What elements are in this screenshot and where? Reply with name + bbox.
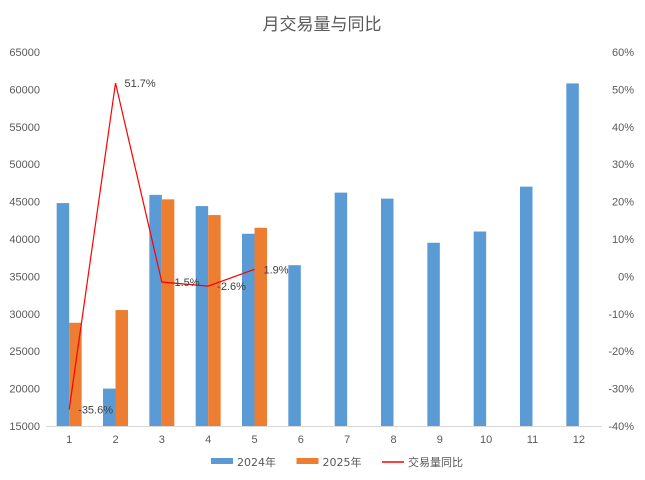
x-axis-tick-label: 4 xyxy=(205,434,211,446)
right-axis-tick-label: 60% xyxy=(612,47,634,59)
right-axis-tick-label: 0% xyxy=(618,271,634,283)
x-axis-tick-label: 11 xyxy=(527,434,538,446)
yoy-data-labels: -35.6% 51.7% -1.5% -2.6% 1.9% xyxy=(78,78,289,417)
left-axis-tick-label: 20000 xyxy=(9,384,40,396)
bar-2024年-12 xyxy=(566,83,579,426)
x-axis-tick-label: 2 xyxy=(112,434,118,446)
left-axis-tick-label: 25000 xyxy=(9,346,40,358)
bar-2025年-5 xyxy=(254,227,267,426)
left-axis-tick-label: 50000 xyxy=(9,159,40,171)
bar-2025年-3 xyxy=(161,199,175,426)
right-axis-tick-label: 30% xyxy=(612,159,634,171)
bar-2024年-2 xyxy=(103,388,116,426)
yoy-line xyxy=(68,82,255,410)
x-axis-tick-label: 8 xyxy=(390,434,396,446)
bar-2024年-4 xyxy=(195,206,209,426)
yoy-data-label: -1.5% xyxy=(171,277,200,289)
bar-2024年-5 xyxy=(242,233,255,426)
yoy-data-label: -2.6% xyxy=(217,281,246,293)
right-axis-tick-label: -30% xyxy=(608,384,634,396)
legend-label: 交易量同比 xyxy=(408,455,463,469)
legend-label: 2024年 xyxy=(237,455,276,469)
bar-2024年-10 xyxy=(473,231,487,426)
right-axis-tick-label: 50% xyxy=(612,84,634,96)
right-axis-ticks: -40% -30% -20% -10% 0% 10% 20% 30% 40% 50% 60% xyxy=(608,47,634,433)
left-axis-tick-label: 35000 xyxy=(9,271,40,283)
left-axis-tick-label: 60000 xyxy=(9,84,40,96)
right-axis-tick-label: 40% xyxy=(612,122,634,134)
chart-title: 月交易量与同比 xyxy=(263,15,382,35)
yoy-data-label: 51.7% xyxy=(125,78,156,90)
legend-swatch-2024年 xyxy=(211,458,233,464)
bar-2025年-2 xyxy=(115,310,128,426)
x-axis-tick-label: 6 xyxy=(298,434,304,446)
right-axis-tick-label: -40% xyxy=(608,421,634,433)
right-axis-tick-label: -10% xyxy=(608,309,634,321)
yoy-line-layer xyxy=(68,82,255,410)
yoy-data-label: 1.9% xyxy=(264,264,289,276)
yoy-data-label: -35.6% xyxy=(78,405,113,417)
bar-2024年-3 xyxy=(149,194,162,426)
x-axis-tick-label: 12 xyxy=(573,434,585,446)
left-axis-tick-label: 55000 xyxy=(9,122,40,134)
legend: 2024年 2025年 交易量同比 xyxy=(211,455,463,469)
left-axis-ticks: 15000 20000 25000 30000 35000 40000 45000 50000… xyxy=(9,47,40,433)
x-axis-ticks: 1 2 3 4 5 6 7 8 9 10 11 12 xyxy=(66,434,585,446)
bar-2024年-7 xyxy=(334,192,348,426)
right-axis-tick-label: 10% xyxy=(612,234,634,246)
bar-2024年-9 xyxy=(427,242,440,426)
x-axis-tick-label: 9 xyxy=(437,434,443,446)
legend-label: 2025年 xyxy=(323,455,362,469)
left-axis-tick-label: 30000 xyxy=(9,309,40,321)
x-axis-tick-label: 1 xyxy=(66,434,72,446)
x-axis-tick-label: 5 xyxy=(251,434,257,446)
bar-2024年-1 xyxy=(56,203,70,426)
x-axis-tick-label: 3 xyxy=(159,434,165,446)
right-axis-tick-label: 20% xyxy=(612,197,634,209)
x-axis-tick-label: 7 xyxy=(344,434,350,446)
left-axis-tick-label: 65000 xyxy=(9,47,40,59)
bar-2024年-11 xyxy=(520,186,533,426)
x-axis-tick-label: 10 xyxy=(480,434,492,446)
bar-2025年-4 xyxy=(208,215,221,426)
bar-2025年-1 xyxy=(69,322,82,426)
bars xyxy=(56,83,579,426)
bar-2024年-8 xyxy=(381,198,394,426)
right-axis-tick-label: -20% xyxy=(608,346,634,358)
bar-2024年-6 xyxy=(288,265,301,426)
left-axis-tick-label: 45000 xyxy=(9,197,40,209)
legend-swatch-2025年 xyxy=(296,458,319,464)
left-axis-tick-label: 40000 xyxy=(9,234,40,246)
left-axis-tick-label: 15000 xyxy=(9,421,40,433)
